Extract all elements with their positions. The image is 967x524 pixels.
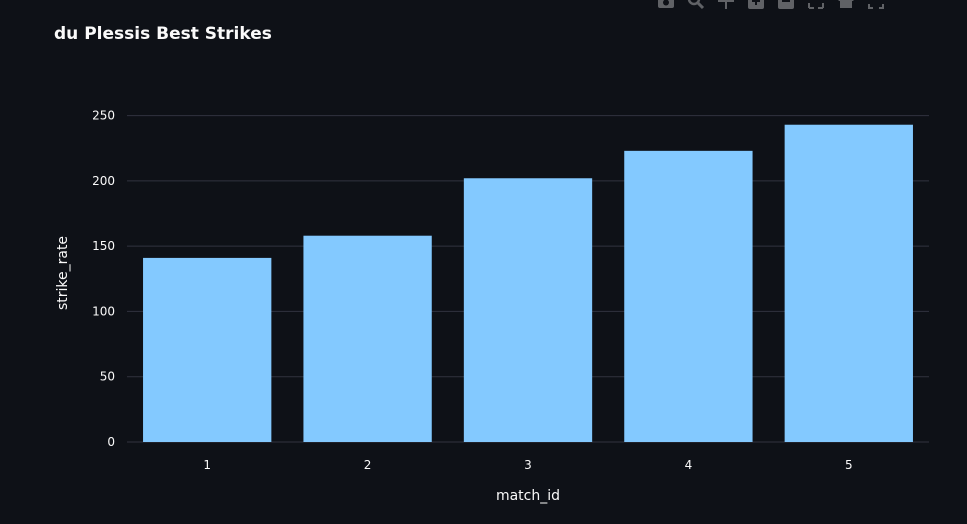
zoom-icon[interactable] xyxy=(685,0,707,11)
pan-icon[interactable] xyxy=(715,0,737,11)
x-tick-label: 4 xyxy=(685,458,693,472)
y-tick-label: 150 xyxy=(92,239,115,253)
bar-match-4[interactable] xyxy=(624,150,753,442)
home-icon[interactable] xyxy=(835,0,857,11)
autoscale-icon[interactable] xyxy=(805,0,827,11)
x-tick-labels: 1 2 3 4 5 xyxy=(203,458,852,472)
zoom-in-icon[interactable] xyxy=(745,0,767,11)
chart-title: du Plessis Best Strikes xyxy=(54,24,272,44)
bar-match-2[interactable] xyxy=(303,235,432,442)
y-tick-label: 0 xyxy=(107,435,115,449)
y-tick-label: 200 xyxy=(92,174,115,188)
camera-icon[interactable] xyxy=(655,0,677,11)
y-tick-label: 100 xyxy=(92,304,115,318)
x-axis-title: match_id xyxy=(496,488,560,504)
y-axis-title: strike_rate xyxy=(55,236,71,310)
y-tick-label: 50 xyxy=(100,370,115,384)
zoom-out-icon[interactable] xyxy=(775,0,797,11)
fullscreen-icon[interactable] xyxy=(865,0,887,11)
y-tick-label: 250 xyxy=(92,109,115,123)
bar-match-1[interactable] xyxy=(143,257,272,442)
x-tick-label: 5 xyxy=(845,458,853,472)
bars xyxy=(143,124,913,443)
x-tick-label: 3 xyxy=(524,458,532,472)
y-tick-labels: 0 50 100 150 200 250 xyxy=(92,109,115,449)
x-tick-label: 2 xyxy=(364,458,372,472)
bar-match-5[interactable] xyxy=(784,124,913,443)
bar-match-3[interactable] xyxy=(463,178,593,443)
x-tick-label: 1 xyxy=(203,458,211,472)
chart-toolbar xyxy=(655,0,925,11)
